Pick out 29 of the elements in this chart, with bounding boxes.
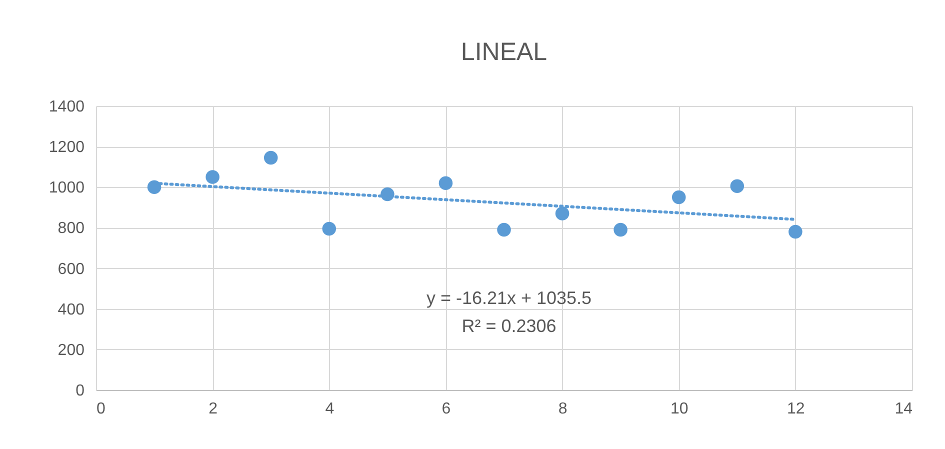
y-tick-label: 400 (58, 301, 85, 318)
point (438, 176, 453, 190)
y-tick-label: 1400 (48, 98, 85, 116)
x-tick-label: 10 (670, 400, 688, 418)
y-tick-label: 1000 (48, 180, 85, 197)
x-tick-label: 0 (96, 400, 106, 418)
point (672, 190, 686, 204)
x-tick-label: 14 (894, 400, 913, 418)
y-tick-label: 0 (76, 382, 85, 400)
point (206, 170, 220, 184)
x-tick-label: 2 (208, 400, 218, 418)
y-tick-label: 800 (58, 220, 85, 238)
x-tick-label: 4 (325, 400, 334, 418)
point (730, 179, 744, 194)
annotation: R² = 0.2306 (462, 316, 556, 336)
point (788, 224, 802, 239)
y-tick-label: 600 (58, 260, 85, 278)
chart-title: LINEAL (460, 38, 548, 66)
y-tick-label: 1200 (48, 139, 85, 156)
point (322, 222, 336, 236)
annotation: y = -16.21x + 1035.5 (426, 288, 592, 308)
point (555, 206, 570, 220)
x-tick-label: 8 (558, 400, 568, 418)
y-tick-label: 200 (58, 342, 85, 359)
point (497, 222, 511, 237)
x-tick-label: 12 (787, 400, 805, 418)
point (614, 222, 628, 237)
point (264, 150, 278, 165)
x-tick-label: 6 (442, 400, 451, 418)
